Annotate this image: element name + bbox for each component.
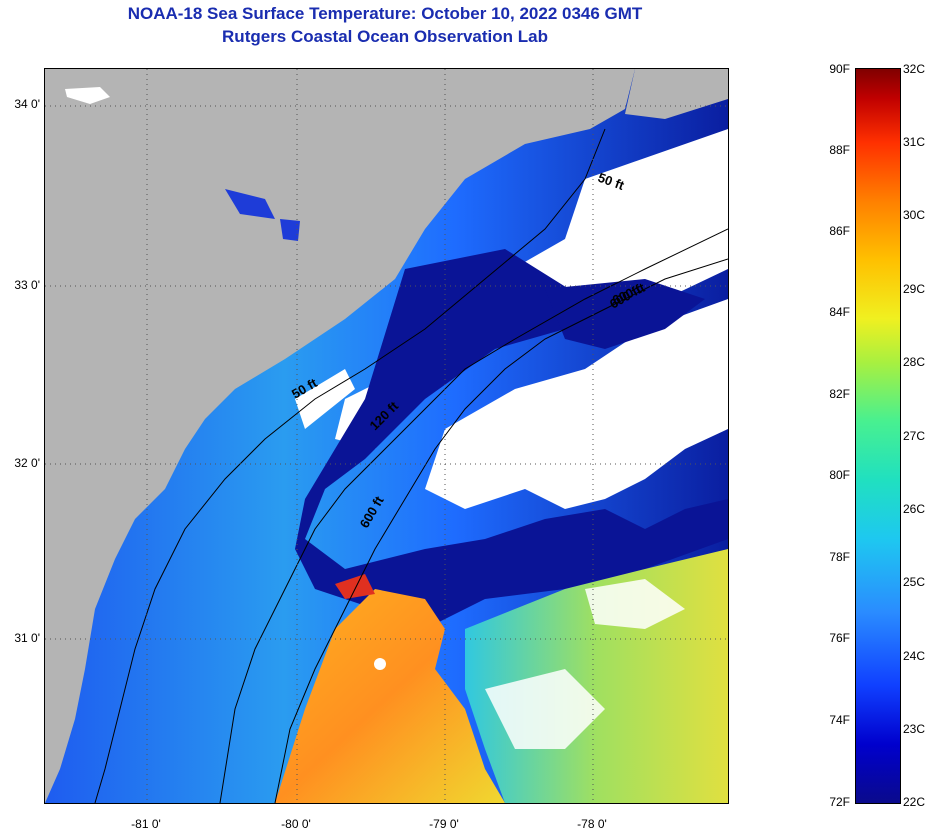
sst-map-canvas: 50 ft 50 ft 120 ft 600 ft 600 ft 600 ft: [45, 69, 728, 803]
land-area: [45, 69, 635, 803]
colorbar-c-label: 26C: [903, 502, 926, 516]
colorbar-f-label: 88F: [829, 143, 850, 157]
lake: [65, 87, 110, 104]
colorbar-c-label: 28C: [903, 355, 926, 369]
lon-label: -80 0': [281, 817, 311, 831]
colorbar-f-label: 86F: [829, 224, 850, 238]
map-title: NOAA-18 Sea Surface Temperature: October…: [127, 4, 643, 23]
colorbar-f-label: 74F: [829, 713, 850, 727]
cloud-patch: [485, 669, 605, 749]
cold-water-band: [545, 279, 705, 349]
lat-label: 33 0': [14, 278, 40, 292]
colorbar-f-label: 78F: [829, 550, 850, 564]
cloud-patch: [374, 658, 386, 670]
sst-map[interactable]: 50 ft 50 ft 120 ft 600 ft 600 ft 600 ft: [44, 68, 729, 804]
colorbar-f-label: 72F: [829, 795, 850, 809]
colorbar-c-label: 25C: [903, 575, 926, 589]
colorbar-c-label: 22C: [903, 795, 926, 809]
colorbar-c-label: 29C: [903, 282, 926, 296]
lat-label: 32 0': [14, 456, 40, 470]
depth-contour-120ft: [219, 228, 728, 803]
map-subtitle: Rutgers Coastal Ocean Observation Lab: [222, 27, 548, 46]
colorbar-f-label: 80F: [829, 468, 850, 482]
colorbar-f-label: 82F: [829, 387, 850, 401]
colorbar-c-label: 31C: [903, 135, 926, 149]
lat-label: 34 0': [14, 97, 40, 111]
temperature-colorbar: [855, 68, 901, 804]
cloud-patch: [585, 579, 685, 629]
colorbar-f-label: 90F: [829, 62, 850, 76]
colorbar-c-label: 24C: [903, 649, 926, 663]
lon-label: -81 0': [131, 817, 161, 831]
depth-contour-600ft: [274, 258, 728, 803]
lake: [225, 189, 275, 219]
hot-spot: [335, 574, 375, 599]
colorbar-c-label: 27C: [903, 429, 926, 443]
gulf-stream-warm: [275, 589, 505, 803]
cloud-patch: [425, 299, 728, 509]
lon-label: -79 0': [429, 817, 459, 831]
colorbar-c-label: 32C: [903, 62, 926, 76]
lon-label: -78 0': [577, 817, 607, 831]
colorbar-f-label: 76F: [829, 631, 850, 645]
lat-label: 31 0': [14, 631, 40, 645]
depth-contour-50ft: [94, 128, 606, 803]
colorbar-c-label: 23C: [903, 722, 926, 736]
colorbar-c-label: 30C: [903, 208, 926, 222]
colorbar-f-label: 84F: [829, 305, 850, 319]
lake: [280, 219, 300, 241]
